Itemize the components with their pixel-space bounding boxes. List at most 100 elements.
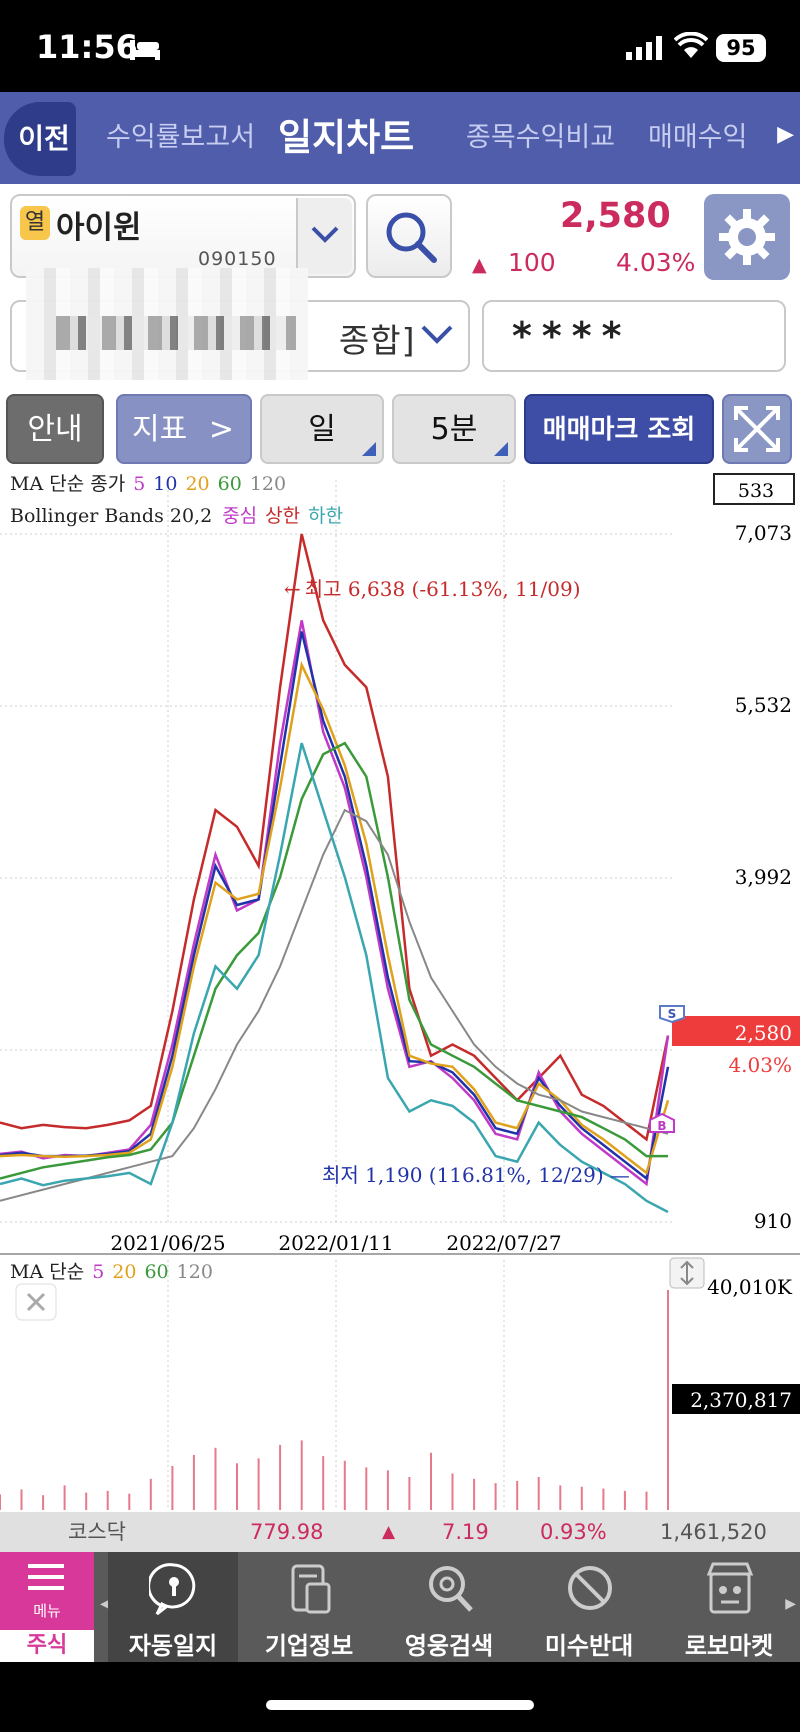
volume-legend: MA 단순 5 20 60 120	[10, 1261, 213, 1283]
volume-bar	[236, 1463, 238, 1510]
buy-mark-icon[interactable]: B	[649, 1112, 675, 1133]
volume-bar	[537, 1477, 540, 1510]
current-volume-label: 2,370,817	[690, 1388, 792, 1412]
no-sign-icon	[568, 1566, 612, 1610]
menu-icon	[28, 1564, 64, 1597]
nav-label: 영웅검색	[404, 1632, 494, 1660]
search-button[interactable]	[366, 194, 452, 278]
volume-bar	[408, 1477, 411, 1510]
nav-margin-block[interactable]: 미수반대	[524, 1552, 654, 1662]
volume-bar	[106, 1490, 109, 1510]
indicator-button[interactable]: 지표 >	[116, 394, 252, 464]
up-arrow-icon: ▲	[382, 1522, 396, 1542]
close-icon[interactable]	[15, 1283, 57, 1321]
volume-bar	[494, 1483, 497, 1510]
nav-company-info[interactable]: 기업정보	[244, 1552, 374, 1662]
market-volume: 1,461,520	[660, 1520, 767, 1544]
stock-chart[interactable]: MA 단순 종가 5 10 20 60 120 Bollinger Bands 20,2 중…	[0, 470, 800, 1510]
gear-icon	[719, 209, 775, 265]
menu-button[interactable]: 메뉴 주식	[0, 1552, 94, 1662]
market-pct: 0.93%	[540, 1520, 607, 1544]
series-line-20	[0, 660, 670, 1176]
settings-button[interactable]	[704, 194, 790, 280]
sell-mark-icon[interactable]: S	[659, 1005, 685, 1024]
volume-bar	[602, 1488, 605, 1510]
volume-bars	[0, 1290, 669, 1510]
volume-max-label: 40,010K	[707, 1275, 793, 1299]
document-icon	[291, 1564, 331, 1614]
tab-stock-compare[interactable]: 종목수익비교	[466, 122, 616, 153]
interval-select[interactable]: 5분	[392, 394, 516, 464]
home-indicator	[0, 1662, 800, 1732]
volume-bar	[171, 1466, 174, 1510]
x-tick-label: 2021/06/25	[110, 1231, 225, 1255]
volume-bar	[473, 1478, 476, 1510]
trade-mark-button[interactable]: 매매마크 조회	[524, 394, 714, 464]
nav-more-icon[interactable]: ▶	[777, 122, 794, 147]
volume-bar	[214, 1447, 217, 1510]
tab-return-report[interactable]: 수익률보고서	[106, 122, 256, 153]
tab-trade-profit[interactable]: 매매수익	[648, 122, 748, 153]
current-price: 2,580	[560, 196, 671, 236]
stock-code: 090150	[198, 248, 277, 270]
account-name: XXXXXXXXXXXXX종합]	[338, 321, 416, 360]
bottom-nav: 메뉴 주식 ◀ 자동일지 기업정보 영웅검색 미수반대 로보마켓 ▶	[0, 1552, 800, 1662]
current-price-label: 2,580	[735, 1021, 792, 1045]
bb-legend: Bollinger Bands 20,2 중심 상한 하한	[10, 505, 343, 527]
volume-bar	[645, 1491, 648, 1510]
market-index-bar[interactable]: 코스닥 779.98 ▲ 7.19 0.93% 1,461,520	[0, 1512, 800, 1552]
volume-bar	[63, 1485, 66, 1510]
price-change: 100	[508, 248, 556, 277]
volume-bar	[451, 1473, 454, 1510]
stock-type-badge: 열	[20, 206, 50, 240]
redacted-account-text	[56, 316, 296, 350]
volume-bar	[42, 1495, 45, 1510]
y-tick-label: 910	[754, 1209, 792, 1233]
nav-robo-market[interactable]: 로보마켓	[664, 1552, 794, 1662]
stock-dropdown-button[interactable]	[296, 198, 352, 274]
market-value: 779.98	[250, 1520, 324, 1544]
volume-bar	[192, 1455, 195, 1510]
menu-label: 메뉴	[33, 1602, 61, 1620]
nav-label: 로보마켓	[684, 1632, 774, 1660]
chevron-right-icon: >	[208, 412, 234, 447]
back-button[interactable]: 이전	[4, 102, 76, 176]
x-tick-label: 2022/01/11	[278, 1231, 393, 1255]
resize-handle-icon[interactable]	[669, 1257, 705, 1289]
search-icon	[429, 1566, 473, 1612]
password-value: ****	[512, 314, 632, 358]
period-day-select[interactable]: 일	[260, 394, 384, 464]
sleep-mode-icon	[130, 40, 160, 60]
volume-bar	[128, 1493, 131, 1510]
volume-bar	[20, 1489, 23, 1510]
status-bar: 11:56 95	[0, 0, 800, 92]
chevron-down-icon[interactable]	[420, 320, 454, 346]
volume-bar	[623, 1490, 626, 1510]
series-line-120	[0, 808, 669, 1202]
expand-icon	[734, 406, 780, 452]
price-grid	[0, 480, 800, 1510]
up-arrow-icon: ▲	[472, 254, 487, 276]
volume-bar	[365, 1467, 368, 1510]
volume-bar	[580, 1486, 583, 1510]
volume-bar	[386, 1470, 389, 1510]
price-series	[0, 533, 670, 1214]
nav-hero-search[interactable]: 영웅검색	[384, 1552, 514, 1662]
volume-bar	[516, 1480, 519, 1510]
expand-button[interactable]	[722, 394, 792, 464]
tab-journal-chart[interactable]: 일지차트	[278, 116, 415, 159]
chevron-down-icon	[311, 226, 339, 243]
current-pct-label: 4.03%	[728, 1053, 792, 1077]
nav-auto-journal[interactable]: 자동일지	[108, 1552, 238, 1662]
x-tick-label: 2022/07/27	[446, 1231, 561, 1255]
scroll-left-icon[interactable]: ◀	[100, 1596, 111, 1612]
password-field[interactable]: ****	[482, 300, 786, 372]
keyhole-icon	[149, 1563, 196, 1616]
nav-label: 미수반대	[544, 1632, 634, 1660]
volume-bar	[300, 1440, 303, 1510]
status-time: 11:56	[36, 28, 138, 66]
info-button[interactable]: 안내	[6, 394, 104, 464]
volume-bar	[430, 1452, 432, 1510]
volume-bar	[279, 1444, 282, 1510]
scroll-right-icon[interactable]: ▶	[785, 1596, 796, 1612]
